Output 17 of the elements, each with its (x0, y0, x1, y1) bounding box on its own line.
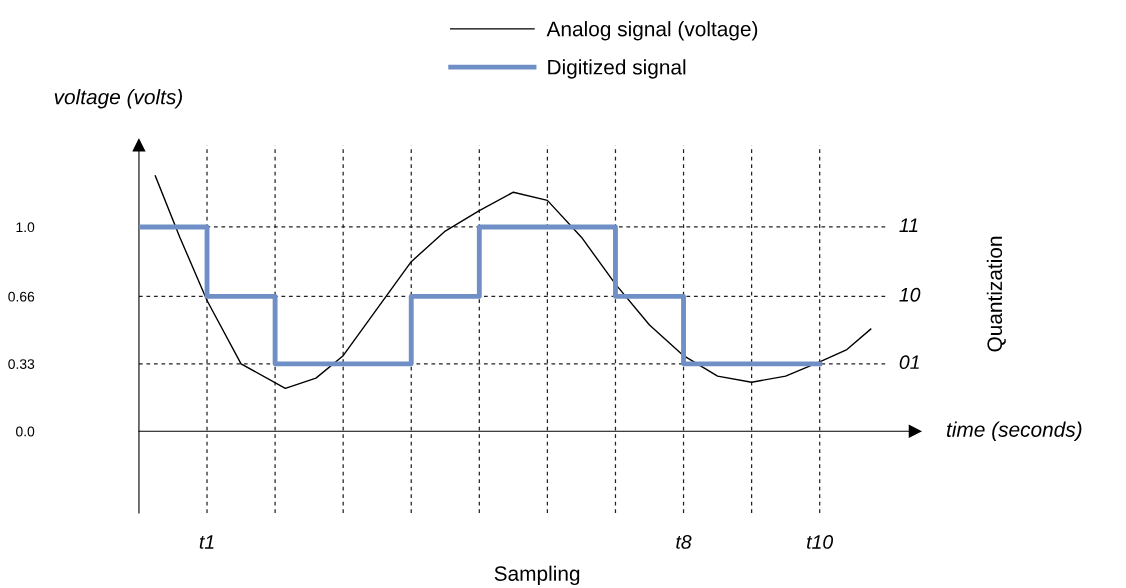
y-tick-label: 0.0 (16, 426, 35, 437)
y-tick-label: 0.66 (8, 291, 35, 302)
x-axis-title: time (seconds) (946, 421, 1082, 442)
legend-label: Digitized signal (548, 59, 686, 79)
ref-line-label: t1 (199, 535, 214, 549)
y-tick-label: 0.33 (8, 359, 35, 369)
y2-axis-title: Quantization (986, 236, 1006, 352)
y-tick-label: 1.0 (16, 222, 35, 233)
ref-line-label: t8 (676, 535, 692, 549)
y-axis-title: voltage (volts) (54, 89, 183, 109)
annotation: 10 (899, 287, 921, 302)
annotation: 01 (899, 355, 919, 370)
line-series (154, 175, 872, 390)
annotation: 11 (899, 218, 918, 232)
legend-label: Analog signal (voltage) (546, 21, 758, 41)
text: Sampling (494, 565, 580, 586)
ref-line-label: t10 (807, 535, 834, 549)
